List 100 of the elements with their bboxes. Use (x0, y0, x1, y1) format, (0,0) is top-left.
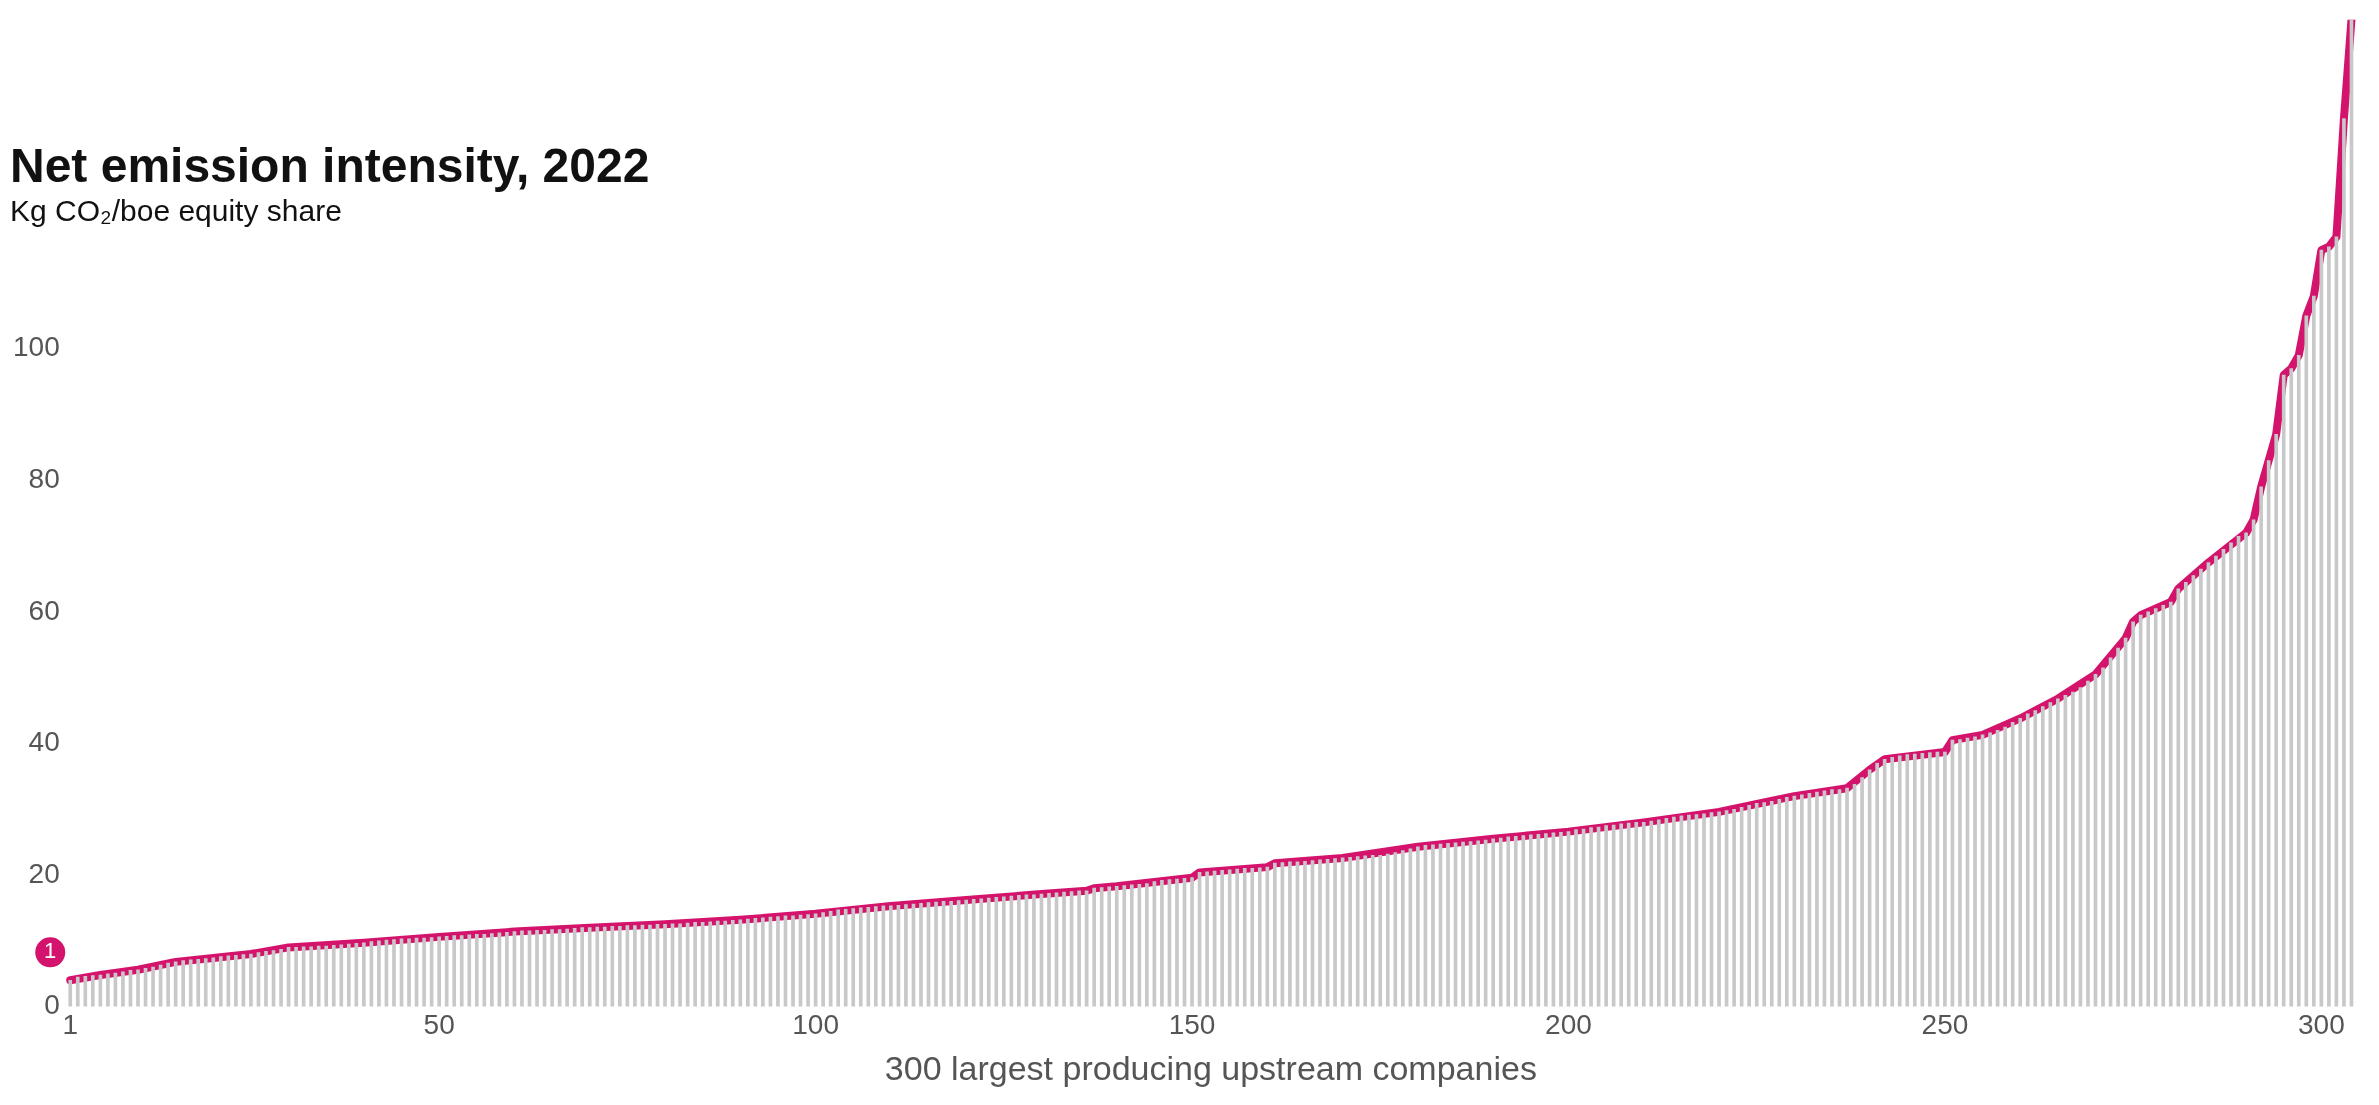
bar (324, 945, 329, 1007)
bar (1355, 856, 1360, 1007)
x-axis-title: 300 largest producing upstream companies (884, 1048, 1537, 1087)
bar (279, 949, 283, 1007)
bar (444, 935, 449, 1007)
bar (2244, 532, 2248, 1007)
bar (761, 917, 765, 1007)
bar (949, 901, 953, 1007)
bar (1589, 827, 1593, 1007)
bar (776, 916, 780, 1007)
bar (565, 928, 569, 1007)
y-tick-label: 0 (44, 989, 60, 1021)
bar (1318, 859, 1322, 1007)
bar (1717, 811, 1721, 1007)
bar (708, 921, 713, 1007)
bar (572, 927, 577, 1007)
x-tick-label: 250 (1921, 1009, 1969, 1041)
bar (1129, 884, 1134, 1007)
bar (723, 920, 728, 1007)
bar (392, 939, 396, 1007)
bar (1634, 822, 1639, 1007)
bar (1114, 885, 1119, 1007)
bar (971, 899, 976, 1007)
bar (1732, 808, 1736, 1007)
bar (1943, 751, 1947, 1007)
bar (1988, 732, 1992, 1007)
bar (75, 976, 80, 1007)
bar (203, 958, 208, 1007)
bar (1559, 831, 1563, 1007)
bar (836, 909, 841, 1007)
bar (188, 959, 193, 1007)
bar (218, 956, 223, 1007)
text: Net emission intensity, 2022 (10, 138, 650, 193)
bar (678, 923, 682, 1007)
bar (2229, 542, 2233, 1007)
bar (482, 933, 487, 1007)
bar (791, 915, 795, 1007)
bar (1544, 833, 1548, 1007)
bar (1529, 834, 1533, 1007)
bar (1875, 762, 1879, 1007)
bar (2161, 604, 2166, 1007)
bar (1649, 820, 1654, 1007)
bar (904, 904, 908, 1007)
bar (1754, 802, 1759, 1007)
bar (83, 976, 88, 1007)
bar (1107, 886, 1112, 1007)
bar (2048, 702, 2053, 1007)
bar (1769, 801, 1774, 1007)
bar (851, 908, 856, 1007)
bar (2056, 698, 2060, 1007)
bar (648, 924, 652, 1007)
bar (1288, 861, 1292, 1007)
bar (2289, 368, 2294, 1007)
bar (858, 907, 863, 1007)
bar (2086, 680, 2090, 1007)
bar (2327, 246, 2331, 1007)
bar (1378, 854, 1383, 1007)
bar (1205, 871, 1209, 1007)
bar (2304, 315, 2309, 1007)
x-tick-label: 150 (1168, 1009, 1216, 1041)
bar (2168, 601, 2173, 1007)
bar (843, 908, 848, 1007)
bar (535, 929, 539, 1007)
bar (437, 936, 441, 1007)
bar (1890, 756, 1895, 1007)
y-tick-label: 40 (28, 726, 60, 758)
y-tick-label: 20 (28, 857, 60, 889)
bar (181, 960, 186, 1007)
bar (2176, 588, 2181, 1007)
bar (2101, 667, 2105, 1007)
bar (602, 926, 607, 1007)
bar (1227, 869, 1232, 1007)
bar (1476, 840, 1480, 1007)
bar (467, 934, 472, 1007)
bar (106, 973, 110, 1007)
bar (520, 930, 524, 1007)
bar (806, 914, 810, 1007)
bar (1385, 853, 1390, 1007)
bar (2312, 295, 2316, 1007)
bar (505, 931, 509, 1007)
bar (294, 947, 298, 1007)
bar (730, 920, 735, 1007)
bar (595, 926, 600, 1007)
bar (1363, 855, 1368, 1007)
bar (2040, 706, 2045, 1007)
x-tick-label: 300 (2298, 1009, 2345, 1041)
bar (1973, 736, 1977, 1007)
bar (1513, 835, 1518, 1007)
bar (821, 912, 825, 1007)
bar (166, 962, 170, 1007)
bar (1235, 868, 1240, 1007)
bar (1348, 856, 1352, 1007)
bar (2010, 722, 2015, 1007)
text: Kg CO₂/boe equity share (10, 194, 342, 228)
bar (663, 924, 667, 1007)
x-tick-label: 1 (62, 1009, 79, 1041)
bar (1958, 739, 1962, 1007)
bar (309, 946, 313, 1007)
bar (874, 906, 878, 1007)
bar (1220, 870, 1224, 1007)
